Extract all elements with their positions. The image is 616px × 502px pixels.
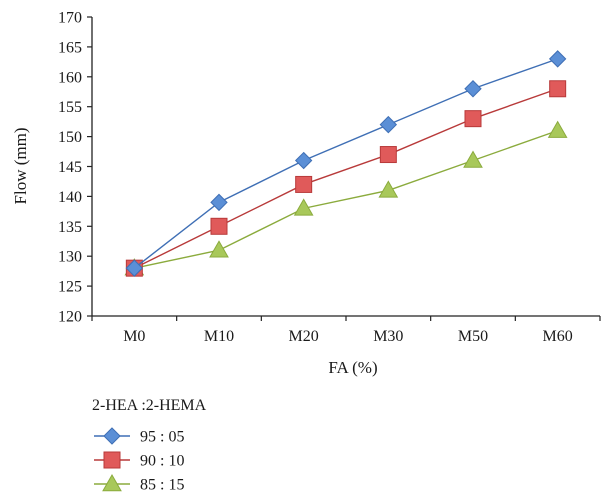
y-tick-label: 130 — [58, 249, 82, 266]
data-point — [547, 120, 568, 138]
legend-item: 90 : 10 — [94, 451, 184, 470]
legend-marker — [103, 427, 121, 445]
y-axis-title: Flow (mm) — [11, 128, 30, 205]
chart-series — [124, 50, 568, 277]
y-tick-label: 145 — [58, 159, 82, 176]
legend-marker — [102, 473, 122, 492]
y-axis-ticks: 120 125 130 135 140 145 150 155 160 165 170 — [58, 10, 92, 326]
legend-item: 95 : 05 — [94, 427, 184, 446]
data-point — [295, 175, 313, 193]
series-diamond — [125, 50, 567, 277]
data-point — [463, 150, 483, 168]
data-point — [294, 151, 313, 170]
data-point — [549, 80, 567, 98]
x-tick-label: M50 — [458, 328, 488, 345]
series-square — [125, 80, 567, 277]
x-tick-label: M10 — [204, 328, 234, 345]
data-point — [379, 146, 397, 164]
x-axis-ticks: M0 M10 M20 M30 M50 M60 — [91, 316, 601, 345]
legend-label: 90 : 10 — [140, 453, 184, 470]
series-line — [133, 58, 558, 269]
y-tick-label: 140 — [58, 189, 82, 206]
chart-legend: 2-HEA :2-HEMA 95 : 05 90 : 10 85 : 15 — [92, 397, 207, 494]
legend-title: 2-HEA :2-HEMA — [92, 397, 207, 414]
y-tick-label: 170 — [58, 10, 82, 27]
y-tick-label: 135 — [58, 219, 82, 236]
x-axis-title: FA (%) — [328, 358, 377, 377]
x-tick-label: M60 — [543, 328, 573, 345]
series-line — [134, 88, 558, 269]
data-point — [210, 193, 228, 212]
data-point — [125, 259, 144, 277]
x-tick-label: M30 — [373, 328, 403, 345]
x-tick-label: M0 — [123, 328, 145, 345]
data-point — [293, 198, 314, 216]
legend-label: 95 : 05 — [140, 429, 184, 446]
legend-label: 85 : 15 — [140, 477, 184, 494]
data-point — [210, 217, 228, 235]
series-triangle — [124, 120, 568, 276]
y-tick-label: 165 — [58, 39, 82, 56]
data-point — [548, 50, 567, 68]
y-tick-label: 160 — [58, 69, 82, 86]
x-tick-label: M20 — [289, 328, 319, 345]
legend-marker — [103, 451, 121, 469]
chart-axes — [91, 17, 600, 317]
y-tick-label: 150 — [58, 129, 82, 146]
data-point — [464, 110, 482, 128]
y-tick-label: 120 — [58, 309, 82, 326]
y-tick-label: 155 — [58, 99, 82, 116]
data-point — [464, 80, 482, 98]
data-point — [209, 240, 229, 258]
data-point — [379, 115, 398, 134]
legend-item: 85 : 15 — [94, 473, 184, 494]
y-tick-label: 125 — [58, 279, 82, 296]
data-point — [378, 180, 399, 198]
series-line — [134, 129, 558, 269]
